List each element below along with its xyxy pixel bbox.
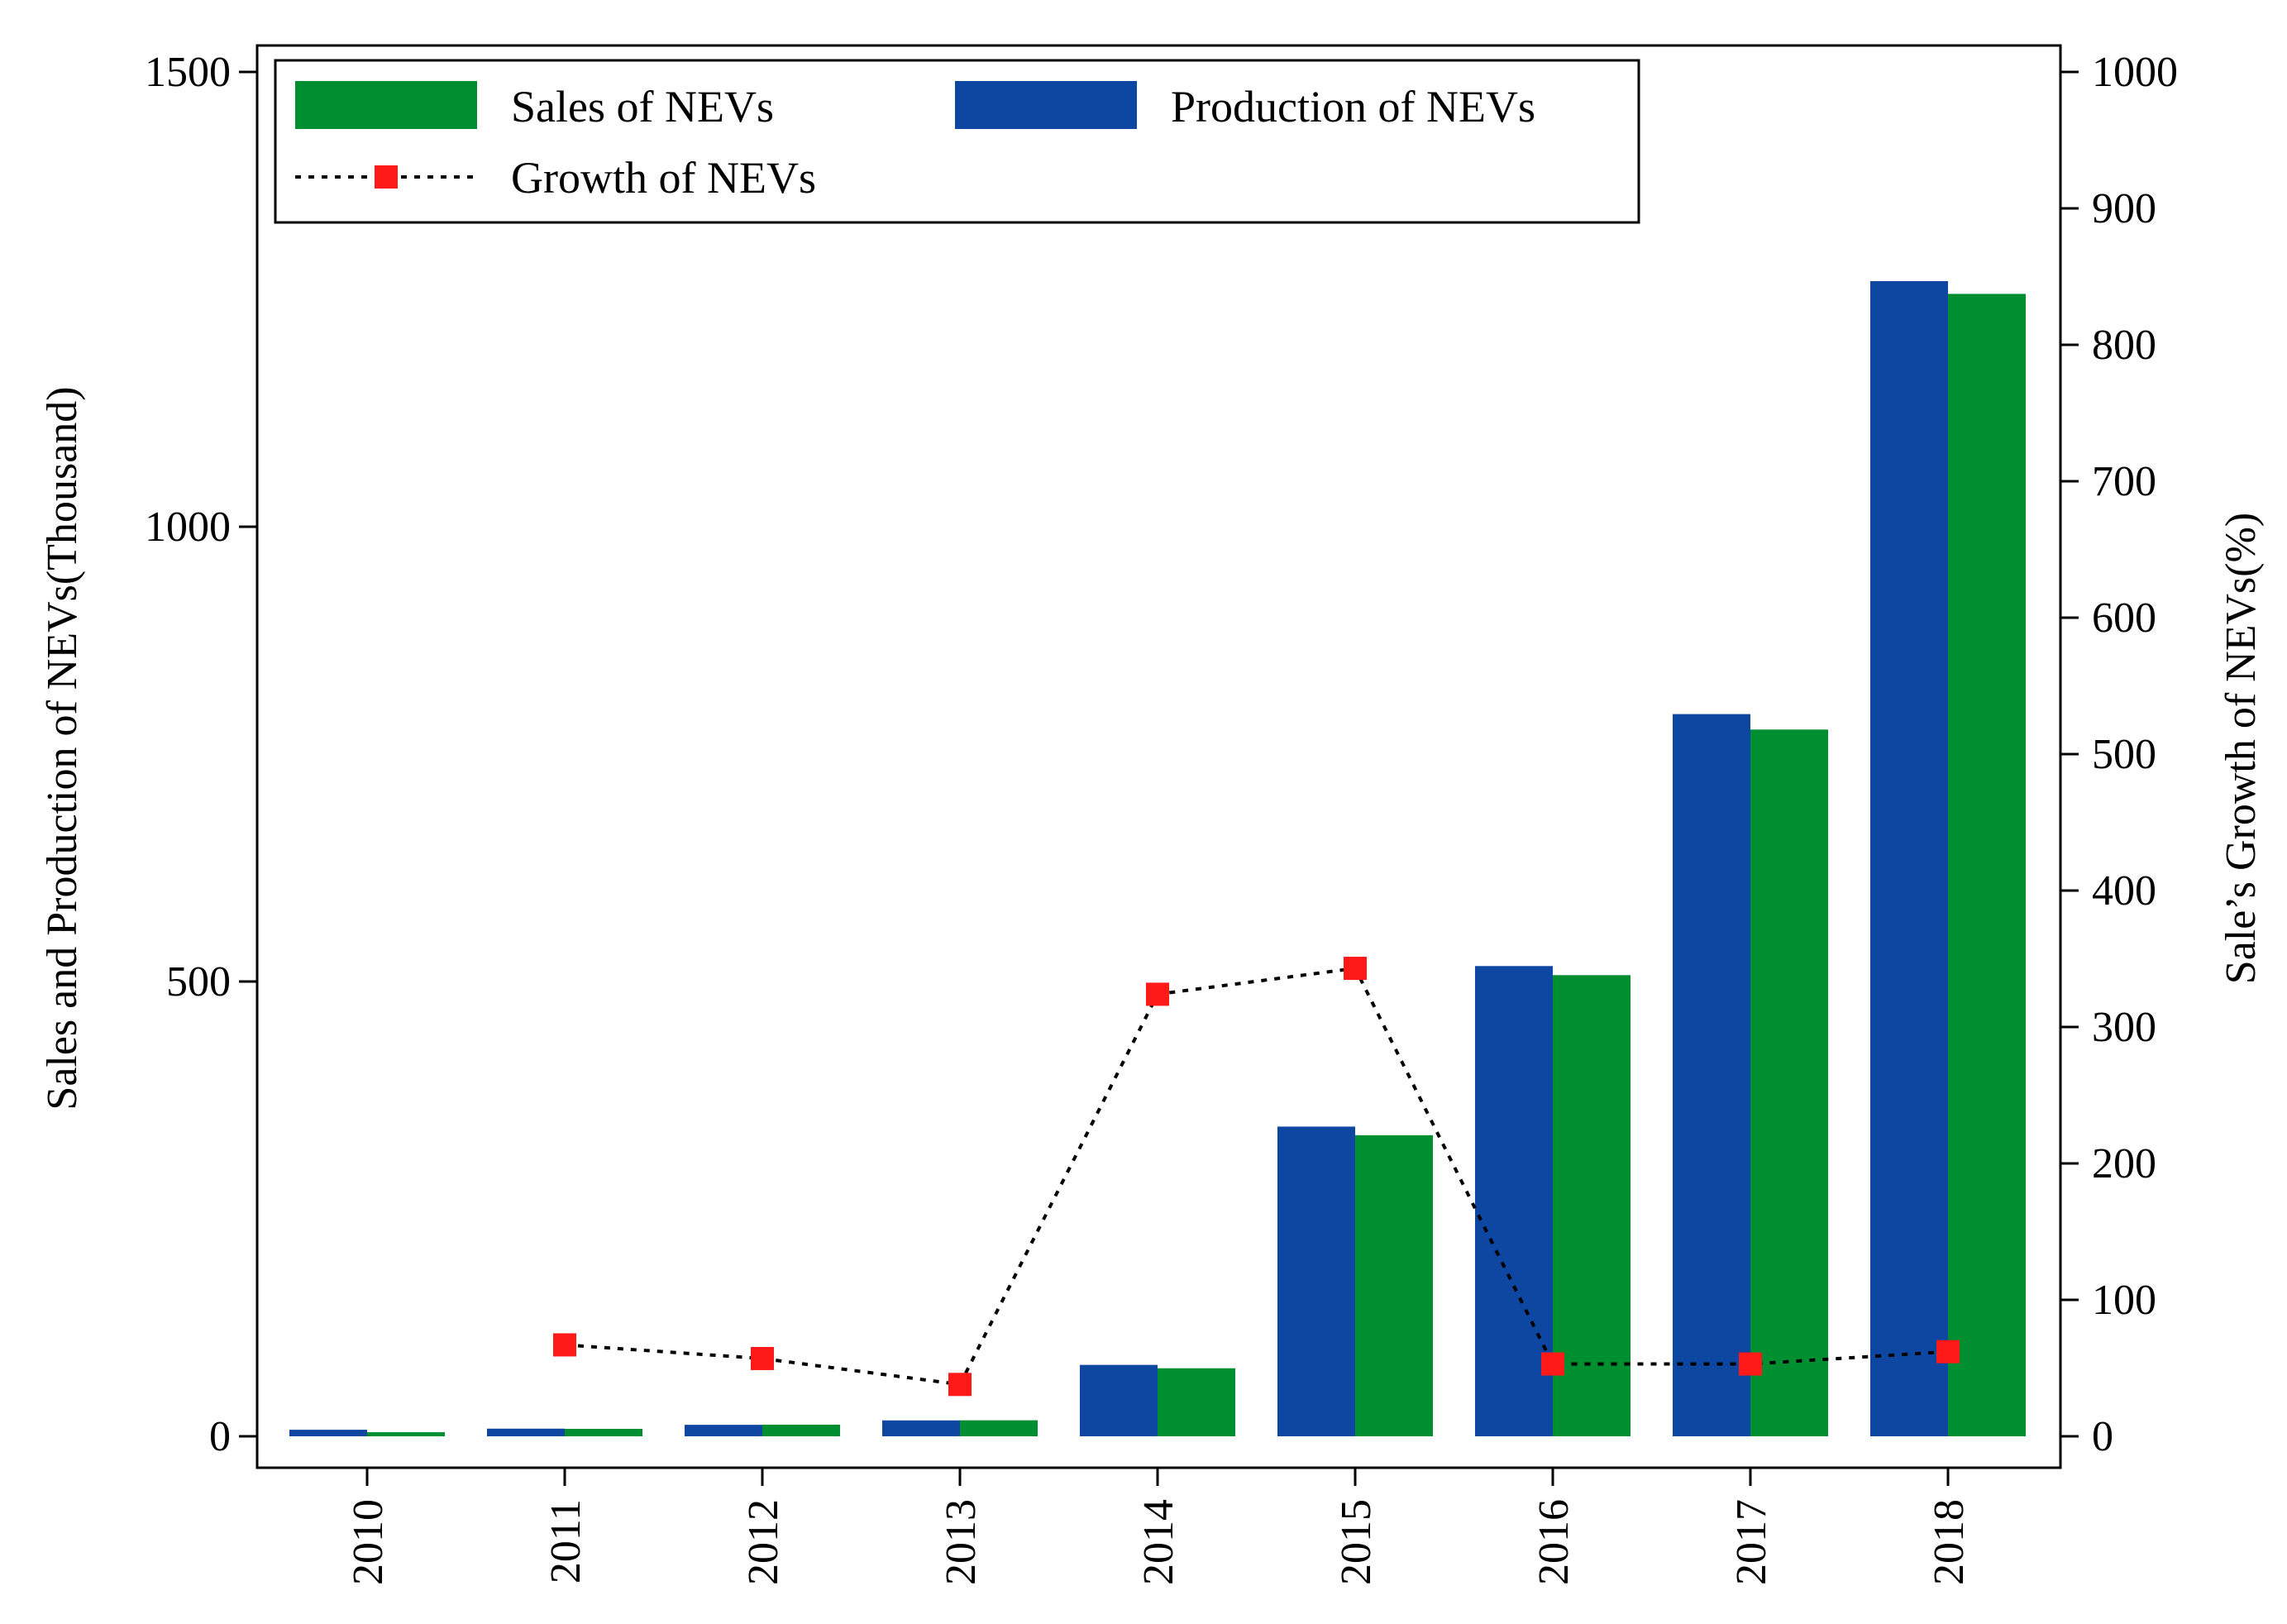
sales-bar-2016 — [1553, 975, 1631, 1436]
legend-swatch-sales — [295, 81, 477, 129]
legend-label-production: Production of NEVs — [1171, 82, 1535, 131]
growth-marker-2014 — [1146, 982, 1169, 1006]
sales-bar-2010 — [367, 1432, 445, 1436]
x-tick-label-2016: 2016 — [1530, 1499, 1578, 1585]
y2-tick-label-800: 800 — [2092, 322, 2156, 369]
axis-titles: Sales and Production of NEVs(Thousand) S… — [39, 386, 2265, 1110]
y2-tick-label-500: 500 — [2092, 731, 2156, 778]
y2-tick-label-200: 200 — [2092, 1140, 2156, 1187]
sales-bar-2013 — [960, 1420, 1038, 1436]
y-tick-label-1500: 1500 — [145, 49, 231, 96]
production-bar-2010 — [289, 1430, 367, 1436]
x-tick-label-2012: 2012 — [740, 1499, 787, 1585]
y2-tick-label-100: 100 — [2092, 1277, 2156, 1324]
y-axis-title: Sales and Production of NEVs(Thousand) — [39, 386, 86, 1110]
x-tick-label-2014: 2014 — [1135, 1499, 1182, 1585]
x-tick-label-2011: 2011 — [542, 1499, 590, 1583]
growth-line-group — [553, 957, 1960, 1397]
axes-group: 0 500 1000 1500 0 100 200 300 400 500 600 700 800 900… — [145, 49, 2178, 1585]
y-tick-label-0: 0 — [209, 1413, 231, 1460]
y-tick-label-1000: 1000 — [145, 504, 231, 551]
x-tick-label-2010: 2010 — [345, 1499, 392, 1585]
production-bar-2017 — [1673, 714, 1750, 1436]
production-bar-2013 — [882, 1420, 960, 1436]
growth-marker-2018 — [1936, 1340, 1960, 1364]
production-bar-2016 — [1475, 966, 1553, 1436]
growth-marker-2016 — [1541, 1352, 1564, 1376]
growth-marker-2017 — [1739, 1352, 1762, 1376]
y2-tick-label-400: 400 — [2092, 867, 2156, 915]
sales-bar-2011 — [565, 1428, 642, 1436]
y2-tick-label-1000: 1000 — [2092, 49, 2178, 96]
legend-swatch-production — [955, 81, 1137, 129]
y2-axis-title: Sale’s Growth of NEVs(%) — [2218, 513, 2265, 984]
legend-label-growth: Growth of NEVs — [511, 153, 816, 203]
growth-marker-2015 — [1344, 957, 1367, 981]
production-bar-2014 — [1080, 1364, 1158, 1436]
x-tick-label-2017: 2017 — [1728, 1499, 1775, 1585]
legend-swatch-growth-marker — [375, 165, 398, 189]
sales-bar-2018 — [1948, 294, 2026, 1436]
production-bar-2011 — [487, 1428, 565, 1436]
y2-tick-label-300: 300 — [2092, 1004, 2156, 1051]
growth-line — [564, 966, 1949, 1387]
sales-bar-2014 — [1158, 1368, 1235, 1436]
bars-group — [289, 281, 2026, 1436]
x-tick-label-2018: 2018 — [1926, 1499, 1973, 1585]
y2-tick-label-600: 600 — [2092, 595, 2156, 642]
sales-bar-2017 — [1750, 729, 1828, 1436]
production-bar-2012 — [685, 1425, 762, 1436]
growth-marker-2013 — [948, 1373, 972, 1397]
sales-bar-2012 — [762, 1424, 840, 1436]
production-bar-2015 — [1277, 1126, 1355, 1436]
growth-marker-2012 — [751, 1346, 774, 1370]
y2-tick-label-700: 700 — [2092, 458, 2156, 505]
legend-label-sales: Sales of NEVs — [511, 82, 774, 131]
x-tick-label-2013: 2013 — [938, 1499, 985, 1585]
x-tick-label-2015: 2015 — [1333, 1499, 1380, 1585]
y-tick-label-500: 500 — [166, 958, 231, 1005]
y2-tick-label-0: 0 — [2092, 1413, 2113, 1460]
growth-marker-2011 — [553, 1333, 576, 1357]
legend: Sales of NEVs Production of NEVs Growth of… — [274, 59, 1640, 224]
sales-bar-2015 — [1355, 1134, 1433, 1436]
production-bar-2018 — [1870, 281, 1948, 1436]
y2-tick-label-900: 900 — [2092, 185, 2156, 232]
